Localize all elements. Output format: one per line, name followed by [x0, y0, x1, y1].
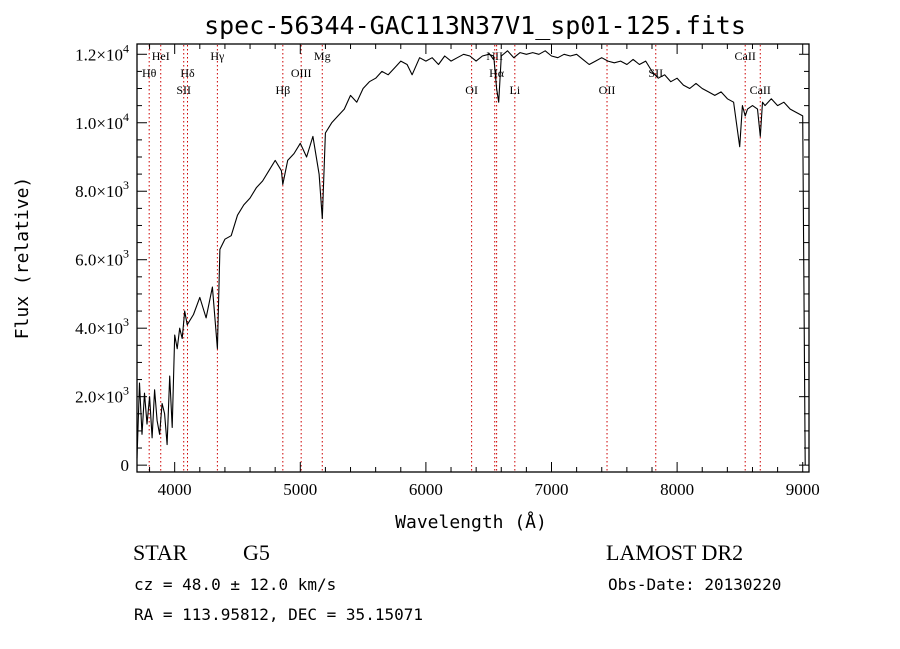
line-marker-label: OIII [291, 66, 312, 80]
y-tick-label: 0 [121, 456, 130, 475]
y-tick-exponent: 4 [123, 41, 129, 55]
line-marker-label: SII [176, 83, 191, 97]
y-tick-exponent: 4 [123, 110, 129, 124]
line-marker-label: CaII [735, 49, 756, 63]
y-tick-label: 4.0×103 [75, 315, 129, 338]
line-marker-label: Hδ [180, 66, 195, 80]
survey-name: LAMOST DR2 [606, 540, 743, 565]
y-tick-exponent: 3 [123, 384, 129, 398]
y-tick-exponent: 3 [123, 315, 129, 329]
line-marker-label: SII [648, 66, 663, 80]
observation-date: Obs-Date: 20130220 [608, 575, 781, 594]
line-marker-label: Hα [489, 66, 505, 80]
y-tick-label: 8.0×103 [75, 178, 129, 201]
axes: 4000 5000 6000 7000 8000 900002.0×1034.0×1036… [75, 41, 820, 499]
plot-frame [136, 43, 810, 473]
line-marker-label: HeI [152, 49, 170, 63]
redshift-value: cz = 48.0 ± 12.0 km/s [134, 575, 336, 594]
coordinates: RA = 113.95812, DEC = 35.15071 [134, 605, 423, 624]
line-marker-label: OI [465, 83, 478, 97]
y-tick-mantissa: 4.0×10 [75, 319, 123, 338]
x-tick-label: 7000 [535, 480, 569, 499]
line-marker-label: Hβ [275, 83, 290, 97]
y-tick-label: 1.0×104 [75, 110, 129, 133]
y-tick-label: 2.0×103 [75, 384, 129, 407]
line-marker-label: Mg [314, 49, 331, 63]
y-tick-mantissa: 6.0×10 [75, 251, 123, 270]
y-tick-mantissa: 1.2×10 [75, 45, 123, 64]
chart-title: spec-56344-GAC113N37V1_sp01-125.fits [204, 11, 746, 40]
x-tick-label: 4000 [158, 480, 192, 499]
line-marker-label: NII [486, 49, 503, 63]
y-tick-exponent: 3 [123, 178, 129, 192]
y-tick-label: 6.0×103 [75, 247, 129, 270]
line-marker-label: Hθ [142, 66, 157, 80]
y-tick-mantissa: 8.0×10 [75, 182, 123, 201]
spectrum-series [136, 50, 806, 466]
y-tick-label: 1.2×104 [75, 41, 129, 64]
line-marker-label: Li [509, 83, 520, 97]
x-tick-label: 6000 [409, 480, 443, 499]
y-tick-mantissa: 2.0×10 [75, 388, 123, 407]
x-axis-label: Wavelength (Å) [395, 511, 547, 533]
y-tick-exponent: 3 [123, 247, 129, 261]
y-tick-mantissa: 0 [121, 456, 130, 475]
y-axis-label: Flux (relative) [12, 177, 33, 340]
object-class: STAR [133, 540, 188, 565]
x-tick-label: 9000 [786, 480, 820, 499]
object-subclass: G5 [243, 540, 270, 565]
line-marker-label: CaII [750, 83, 771, 97]
x-tick-label: 5000 [283, 480, 317, 499]
spectrum-line [136, 50, 806, 466]
x-tick-label: 8000 [660, 480, 694, 499]
y-tick-mantissa: 1.0×10 [75, 114, 123, 133]
line-marker-label: OII [599, 83, 616, 97]
line-marker-label: Hγ [210, 49, 225, 63]
